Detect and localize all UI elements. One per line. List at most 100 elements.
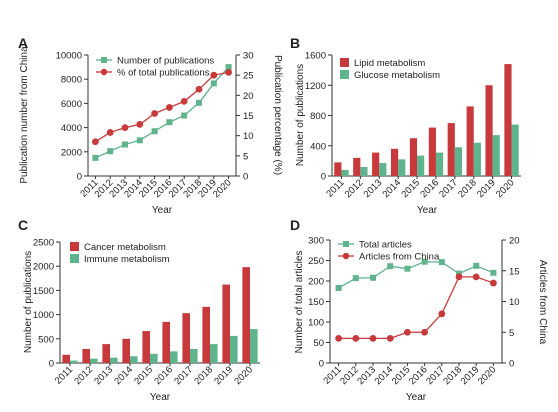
x-tick-label: 2019 (475, 177, 498, 200)
legend-label: Articles from China (359, 252, 440, 263)
point-articles-from-china (352, 335, 360, 342)
point-articles-from-china (404, 328, 411, 336)
y2-tick-label: 25 (243, 71, 254, 82)
panel-label: C (18, 217, 28, 233)
x-tick-label: 2016 (152, 364, 175, 387)
x-tick-label: 2012 (338, 364, 361, 387)
x-axis-title: Year (417, 205, 438, 216)
y-tick-label: 1000 (33, 310, 54, 321)
legend-label: Lipid metabolism (354, 58, 425, 69)
bar-immune-metabolism (250, 329, 258, 363)
x-tick-label: 2020 (232, 364, 255, 387)
x-tick-label: 2018 (441, 364, 464, 387)
bar-glucose-metabolism (417, 155, 425, 176)
point-total-articles (404, 265, 411, 272)
point-of-total-publications (195, 85, 203, 93)
bar-glucose-metabolism (379, 163, 387, 176)
y2-tick-label: 20 (243, 91, 254, 102)
y-tick-label: 800 (310, 111, 326, 122)
bar-lipid-metabolism (428, 127, 436, 176)
panel-label: D (290, 217, 300, 233)
y-tick-label: 6000 (61, 99, 82, 110)
y2-tick-label: 15 (509, 266, 520, 277)
bar-cancer-metabolism (82, 348, 90, 363)
y-axis-title: Number of total articles (294, 251, 305, 354)
bar-cancer-metabolism (182, 313, 190, 363)
x-tick-label: 2014 (381, 177, 404, 200)
bar-cancer-metabolism (62, 354, 70, 363)
legend-swatch (340, 70, 349, 79)
point-of-total-publications (136, 120, 144, 128)
point-of-total-publications (180, 97, 188, 105)
y-tick-label: 250 (308, 256, 324, 267)
point-articles-from-china (472, 273, 480, 281)
point-number-of-publications (210, 80, 217, 87)
x-axis-title: Year (150, 392, 171, 403)
point-total-articles (473, 262, 480, 269)
series-line-of-total-publications (95, 71, 229, 143)
legend-label: Number of publications (117, 56, 214, 67)
x-tick-label: 2014 (112, 364, 135, 387)
y-tick-label: 0 (319, 359, 324, 370)
bar-cancer-metabolism (162, 321, 170, 363)
y2-tick-label: 15 (243, 111, 254, 122)
legend-marker (101, 57, 107, 63)
point-of-total-publications (92, 138, 99, 146)
bar-lipid-metabolism (334, 162, 342, 176)
x-tick-label: 2020 (494, 177, 517, 200)
point-total-articles (387, 263, 394, 270)
point-of-total-publications (121, 124, 129, 131)
legend-marker (343, 241, 349, 247)
x-tick-label: 2018 (456, 177, 479, 200)
point-number-of-publications (107, 148, 114, 155)
y-tick-label: 2500 (33, 238, 54, 249)
legend-swatch (70, 254, 79, 263)
x-tick-label: 2011 (53, 364, 75, 386)
x-tick-label: 2013 (355, 364, 378, 387)
panel-a: A020004000600080001000005101520253020112… (18, 35, 283, 216)
bar-cancer-metabolism (222, 284, 230, 363)
y-tick-label: 0 (77, 172, 82, 183)
bar-cancer-metabolism (142, 331, 150, 363)
x-tick-label: 2012 (343, 177, 366, 200)
point-articles-from-china (490, 279, 497, 287)
bar-glucose-metabolism (511, 124, 519, 176)
legend-label: Total articles (359, 240, 412, 251)
point-total-articles (352, 275, 359, 282)
y-tick-label: 200 (308, 277, 324, 288)
point-articles-from-china (421, 328, 428, 336)
point-of-total-publications (225, 68, 233, 76)
x-tick-label: 2017 (172, 364, 195, 387)
x-tick-label: 2011 (324, 177, 346, 199)
point-number-of-publications (151, 128, 158, 135)
bar-immune-metabolism (210, 344, 218, 363)
point-total-articles (438, 259, 445, 266)
y-tick-label: 8000 (61, 75, 82, 86)
point-articles-from-china (438, 310, 446, 318)
bar-lipid-metabolism (504, 64, 512, 176)
y2-axis-title: Articles from China (537, 260, 548, 345)
y-tick-label: 50 (313, 338, 324, 349)
point-articles-from-china (386, 335, 394, 342)
x-tick-label: 2019 (459, 364, 482, 387)
series-line-articles-from-china (338, 276, 494, 340)
point-of-total-publications (106, 129, 114, 136)
panel-d: D050100150200250300051015202011201220132… (290, 217, 548, 403)
point-number-of-publications (92, 154, 99, 161)
bar-cancer-metabolism (242, 267, 250, 363)
y-axis-title: Number of publications (23, 251, 34, 353)
point-total-articles (490, 269, 497, 276)
bar-immune-metabolism (90, 358, 98, 363)
x-axis-title: Year (406, 392, 427, 403)
y-tick-label: 1500 (33, 286, 54, 297)
x-tick-label: 2013 (92, 364, 115, 387)
legend-label: Glucose metabolism (354, 70, 440, 81)
point-of-total-publications (151, 110, 159, 117)
y-tick-label: 1200 (305, 81, 326, 92)
y2-tick-label: 0 (509, 359, 514, 370)
y-tick-label: 100 (308, 318, 324, 329)
y2-tick-label: 20 (509, 236, 520, 247)
point-total-articles (421, 258, 428, 265)
x-axis-title: Year (152, 205, 173, 216)
point-number-of-publications (136, 137, 143, 144)
